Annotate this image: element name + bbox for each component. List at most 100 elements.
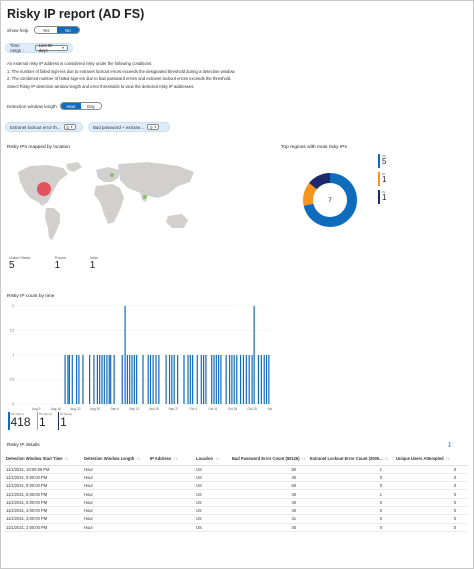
table-row[interactable]: 11/1/2021, 2:00:00 PM Hour US 40 0 0 (4, 523, 468, 532)
show-help-no[interactable]: No (57, 27, 79, 33)
chart-bar[interactable] (268, 355, 270, 404)
chart-bar[interactable] (121, 355, 123, 404)
chart-bar[interactable] (177, 355, 179, 404)
chart-bar[interactable] (187, 355, 189, 404)
chart-bar[interactable] (165, 355, 167, 404)
chart-bar[interactable] (152, 355, 154, 404)
table-row[interactable]: 11/1/2021, 3:00:00 PM Hour US 41 0 0 (4, 514, 468, 524)
table-row[interactable]: 11/1/2021, 4:00:00 PM Hour US 40 0 0 (4, 506, 468, 516)
chart-bar[interactable] (200, 355, 202, 404)
chart-bar[interactable] (233, 355, 235, 404)
chart-bar[interactable] (103, 355, 105, 404)
chart-bar[interactable] (149, 355, 152, 404)
chart-bar[interactable] (239, 355, 242, 404)
table-row[interactable]: 11/1/2021, 6:00:00 PM Hour US 40 1 0 (4, 489, 468, 499)
download-icon[interactable]: ↧ (447, 443, 453, 449)
chart-bar[interactable] (245, 355, 247, 404)
table-row[interactable]: 11/1/2021, 8:00:00 PM Hour US 60 0 0 (4, 481, 468, 491)
column-header[interactable]: Bad Password Error Count (50126) ↑↓ (230, 452, 308, 466)
poland-risky-ip-marker[interactable] (110, 173, 114, 177)
chart-bar[interactable] (213, 355, 215, 404)
chart-bar[interactable] (147, 355, 149, 404)
sort-icon[interactable]: ↑↓ (301, 455, 306, 461)
chart-bar[interactable] (260, 355, 262, 404)
chart-bar[interactable] (99, 355, 101, 404)
chart-bar[interactable] (251, 355, 253, 404)
show-help-toggle[interactable]: Yes No (34, 26, 80, 34)
chart-bar[interactable] (183, 355, 185, 404)
donut-slice-in[interactable] (303, 173, 357, 227)
time-range-filter[interactable]: Time range : Last 90 days ▾ (5, 43, 73, 53)
chart-bar[interactable] (101, 355, 103, 404)
chart-bar[interactable] (113, 355, 115, 404)
table-row[interactable]: 11/1/2021, 9:00:00 PM Hour US 40 0 0 (4, 473, 468, 483)
column-header[interactable]: Extranet Lockout Error Count (3000... ↑↓ (308, 452, 394, 466)
table-row[interactable]: 11/1/2021, 5:00:00 PM Hour US 40 0 0 (4, 498, 468, 508)
chart-bar[interactable] (67, 355, 69, 404)
chart-bar[interactable] (68, 355, 70, 404)
chart-bar[interactable] (196, 355, 198, 404)
donut-slice-pl[interactable] (303, 173, 357, 227)
chart-bar[interactable] (248, 355, 250, 404)
chart-bar[interactable] (155, 355, 157, 404)
chart-bar[interactable] (124, 306, 126, 404)
us-risky-ip-marker[interactable] (37, 182, 51, 196)
chart-bar[interactable] (108, 355, 110, 404)
chart-bar[interactable] (133, 355, 135, 404)
detection-window-day[interactable]: Day (81, 103, 101, 109)
regions-donut-chart[interactable]: 7 (300, 170, 360, 230)
extranet-lockout-threshold-filter[interactable]: Extranet lockout error th... 0 ▾ (5, 122, 83, 132)
chart-bar[interactable] (78, 355, 80, 404)
chart-bar[interactable] (71, 355, 73, 404)
chart-bar[interactable] (173, 355, 175, 404)
chart-bar[interactable] (215, 355, 217, 404)
chart-bar[interactable] (211, 355, 213, 404)
column-header[interactable]: Detection Window Length ↑↓ (82, 452, 148, 466)
extranet-lockout-threshold-dropdown[interactable]: 0 ▾ (63, 123, 76, 131)
india-risky-ip-marker[interactable] (143, 195, 147, 199)
chart-bar[interactable] (242, 355, 245, 404)
bad-password-threshold-filter[interactable]: Bad password + extrane... 0 ▾ (88, 122, 170, 132)
detection-window-hour[interactable]: Hour (61, 103, 81, 109)
chart-bar[interactable] (265, 355, 268, 404)
chart-bar[interactable] (89, 355, 91, 404)
chart-bar[interactable] (263, 355, 265, 404)
chart-bar[interactable] (136, 355, 138, 404)
chart-bar[interactable] (225, 355, 227, 404)
ip-count-bar-chart[interactable]: 2 1.5 1 0.5 0 Aug 9 Aug 16 Aug 23 Aug 30 Sep 6 Se… (2, 302, 272, 412)
chart-bar[interactable] (76, 355, 78, 404)
chart-bar[interactable] (220, 355, 222, 404)
chart-bar[interactable] (205, 355, 207, 404)
chart-bar[interactable] (192, 355, 194, 404)
chart-bar[interactable] (189, 355, 191, 404)
chart-bar[interactable] (171, 355, 173, 404)
column-header[interactable]: IP Address ↑↓ (148, 452, 194, 466)
chart-bar[interactable] (93, 355, 95, 404)
chart-bar[interactable] (129, 355, 131, 404)
chart-bar[interactable] (110, 355, 112, 404)
detection-window-toggle[interactable]: Hour Day (60, 102, 102, 110)
column-header[interactable]: Unique Users Attempted ↑↓ (394, 452, 468, 466)
chart-bar[interactable] (218, 355, 220, 404)
chart-bar[interactable] (236, 355, 238, 404)
show-help-yes[interactable]: Yes (35, 27, 57, 33)
chart-bar[interactable] (131, 355, 133, 404)
column-header[interactable]: Detection Window Start Time ↑↓ (4, 452, 82, 466)
chart-bar[interactable] (106, 355, 108, 404)
chart-bar[interactable] (126, 355, 129, 404)
chart-bar[interactable] (257, 355, 260, 404)
chart-bar[interactable] (64, 355, 66, 404)
chart-bar[interactable] (96, 355, 98, 404)
chart-bar[interactable] (253, 306, 255, 404)
chart-bar[interactable] (203, 355, 205, 404)
chart-bar[interactable] (142, 355, 144, 404)
sort-icon[interactable]: ↑↓ (173, 455, 178, 461)
sort-icon[interactable]: ↑↓ (445, 455, 450, 461)
chart-bar[interactable] (82, 355, 84, 404)
table-row[interactable]: 11/1/2021, 10:00:00 PM Hour US 50 1 0 (4, 465, 468, 474)
sort-icon[interactable]: ↑↓ (64, 455, 69, 461)
sort-icon[interactable]: ↑↓ (136, 455, 141, 461)
column-header[interactable]: Location ↑↓ (194, 452, 230, 466)
chart-bar[interactable] (228, 355, 231, 404)
chart-bar[interactable] (231, 355, 233, 404)
